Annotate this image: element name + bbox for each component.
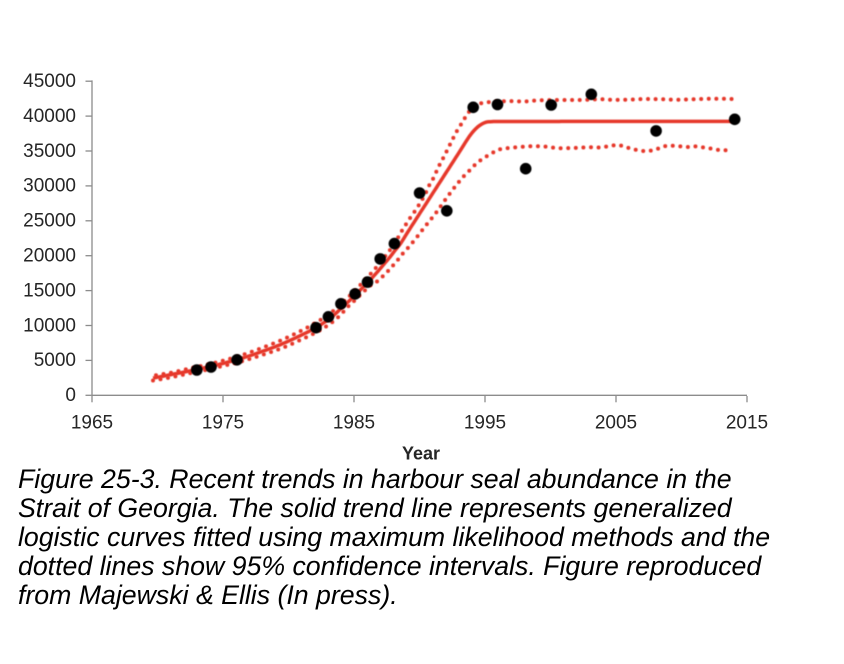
svg-text:45000: 45000 bbox=[23, 71, 76, 92]
svg-text:5000: 5000 bbox=[34, 350, 76, 371]
svg-text:10000: 10000 bbox=[23, 315, 76, 336]
svg-text:35000: 35000 bbox=[23, 141, 76, 162]
svg-text:25000: 25000 bbox=[23, 211, 76, 232]
svg-text:0: 0 bbox=[65, 385, 76, 406]
svg-text:15000: 15000 bbox=[23, 280, 76, 301]
svg-text:1975: 1975 bbox=[202, 413, 244, 434]
svg-text:1985: 1985 bbox=[333, 413, 375, 434]
svg-text:40000: 40000 bbox=[23, 106, 76, 127]
svg-text:20000: 20000 bbox=[23, 246, 76, 267]
svg-text:30000: 30000 bbox=[23, 176, 76, 197]
svg-text:1965: 1965 bbox=[71, 413, 113, 434]
svg-text:1995: 1995 bbox=[464, 413, 506, 434]
svg-text:2015: 2015 bbox=[726, 413, 768, 434]
svg-text:Year: Year bbox=[402, 444, 440, 464]
svg-text:2005: 2005 bbox=[595, 413, 637, 434]
